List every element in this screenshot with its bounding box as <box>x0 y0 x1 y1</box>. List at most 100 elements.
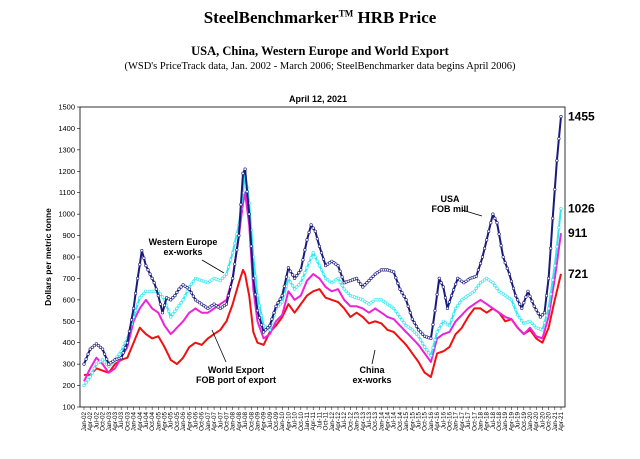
data-point <box>264 328 268 332</box>
series-1: 1026 <box>82 169 595 388</box>
y-tick-label: 1300 <box>58 145 75 154</box>
x-tick-label: Oct-09 <box>273 412 280 431</box>
data-point <box>134 309 138 313</box>
y-tick-label: 800 <box>62 253 75 262</box>
data-point <box>319 268 324 272</box>
data-point <box>303 248 307 252</box>
data-point <box>367 279 371 283</box>
data-point <box>226 294 231 298</box>
x-tick-label: Apr-04 <box>137 412 144 431</box>
x-tick-label: Oct-11 <box>323 412 330 431</box>
data-point <box>185 289 189 293</box>
data-point <box>220 276 224 281</box>
data-point <box>121 351 125 355</box>
data-point <box>406 325 410 329</box>
data-point <box>346 291 350 296</box>
data-point <box>532 304 536 308</box>
series-lines: 721 911 1026 1455 <box>82 110 595 388</box>
data-point <box>456 304 460 308</box>
data-point <box>138 296 142 300</box>
data-point <box>226 265 231 269</box>
data-point <box>212 302 216 306</box>
data-point <box>435 330 439 334</box>
x-tick-label: Jan-06 <box>180 412 187 432</box>
data-point <box>288 280 293 284</box>
data-point <box>86 352 90 356</box>
x-tick-label: Jul-08 <box>242 412 249 430</box>
data-point <box>173 309 177 313</box>
data-point <box>291 273 295 277</box>
data-point <box>181 298 185 302</box>
data-point <box>468 292 472 296</box>
data-point <box>330 259 334 263</box>
data-point <box>293 276 297 281</box>
x-tick-label: Jan-20 <box>527 412 534 432</box>
data-point <box>524 295 528 299</box>
series-end-label: 721 <box>568 267 588 281</box>
data-point <box>171 312 175 316</box>
data-point <box>530 299 534 303</box>
data-point <box>189 282 193 286</box>
data-point <box>177 287 181 291</box>
x-tick-label: Apr-02 <box>87 412 94 431</box>
data-point <box>278 302 282 306</box>
data-point <box>260 314 264 318</box>
annotation-text: ex-works <box>163 247 202 257</box>
data-point <box>412 330 417 334</box>
data-point <box>338 269 342 273</box>
data-point <box>301 276 305 280</box>
data-point <box>546 276 551 281</box>
data-point <box>276 301 280 305</box>
data-point <box>359 282 363 286</box>
x-tick-label: Apr-14 <box>385 412 392 431</box>
data-point <box>431 322 435 327</box>
data-point <box>458 278 462 282</box>
annotation-leader <box>201 259 225 274</box>
x-tick-label: Oct-17 <box>471 412 478 431</box>
data-point <box>551 278 555 282</box>
data-point <box>509 298 514 302</box>
x-tick-label: Oct-14 <box>397 412 404 431</box>
data-point <box>138 262 142 267</box>
data-point <box>160 311 165 315</box>
data-point <box>136 276 140 281</box>
data-point <box>447 324 452 328</box>
data-point <box>334 262 338 266</box>
data-point <box>499 291 503 295</box>
data-point <box>152 281 156 285</box>
data-point <box>233 241 237 245</box>
data-point <box>396 281 400 286</box>
x-tick-label: Jan-15 <box>403 412 410 432</box>
annotation-leader <box>461 209 483 217</box>
data-point <box>185 286 189 290</box>
x-tick-label: Jan-10 <box>279 412 286 432</box>
data-point <box>257 316 262 320</box>
data-point <box>410 328 414 332</box>
annotation-text: FOB port of export <box>196 375 276 385</box>
data-point <box>555 159 559 163</box>
data-point <box>321 272 326 276</box>
series-0: 1455 <box>82 110 595 366</box>
data-point <box>507 272 512 276</box>
y-tick-label: 1400 <box>58 124 75 133</box>
y-tick-label: 600 <box>62 295 75 304</box>
data-point <box>210 278 214 282</box>
data-point <box>536 311 540 316</box>
data-point <box>414 324 419 328</box>
data-point <box>193 298 198 302</box>
data-point <box>247 212 251 216</box>
annotation-text: Western Europe <box>149 237 218 247</box>
data-point <box>454 306 458 311</box>
x-tick-label: Oct-12 <box>347 412 354 431</box>
data-point <box>515 313 520 317</box>
data-point <box>291 284 295 288</box>
data-point <box>334 278 338 282</box>
x-tick-label: Oct-15 <box>422 412 429 431</box>
data-point <box>480 279 485 283</box>
data-point <box>191 294 195 298</box>
data-point <box>464 295 468 299</box>
data-point <box>487 278 491 282</box>
data-point <box>501 255 505 259</box>
